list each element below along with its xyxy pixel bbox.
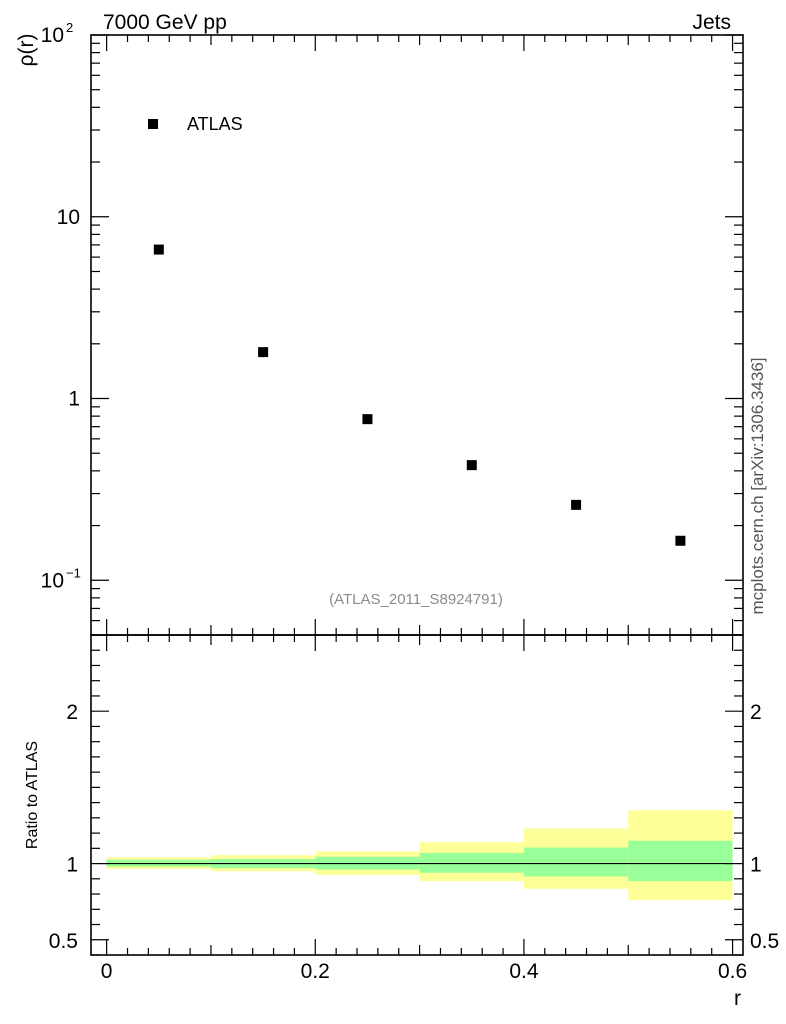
ratio-y-tick-label-right-0: 0.5 <box>750 930 779 953</box>
analysis-label: (ATLAS_2011_S8924791) <box>329 591 503 608</box>
x-axis-label: r <box>734 987 741 1010</box>
legend-label-atlas: ATLAS <box>187 114 243 134</box>
ratio-y-axis-label: Ratio to ATLAS <box>24 741 41 849</box>
ratio-y-tick-label-left-1: 1 <box>66 854 78 877</box>
ratio-y-tick-label-right-1: 1 <box>750 854 762 877</box>
header-right-title: Jets <box>692 11 731 34</box>
ratio-band-inner-3 <box>419 852 524 873</box>
ratio-y-tick-label-right-2: 2 <box>750 701 762 724</box>
main-y-tick-label-2: 10 <box>57 206 80 229</box>
main-y-tick-label-3: 10 <box>41 24 64 47</box>
ratio-y-tick-label-left-0: 0.5 <box>49 930 78 953</box>
x-tick-label-3: 0.6 <box>718 960 747 983</box>
axis-ticks <box>91 34 743 956</box>
data-point-3 <box>466 460 477 471</box>
ratio-bands <box>106 810 733 901</box>
data-point-2 <box>362 414 373 425</box>
data-point-1 <box>258 347 269 358</box>
x-tick-label-2: 0.4 <box>509 960 539 983</box>
ratio-y-tick-label-left-2: 2 <box>66 701 78 724</box>
data-point-5 <box>675 535 686 546</box>
main-y-tick-label-0: 10 <box>41 569 64 592</box>
x-tick-label-0: 0 <box>101 960 113 983</box>
main-y-axis-label: ρ(r) <box>15 34 38 67</box>
ratio-band-inner-4 <box>523 847 629 877</box>
x-tick-label-1: 0.2 <box>301 960 330 983</box>
legend-marker-atlas <box>148 119 158 129</box>
main-y-tick-label-1: 1 <box>68 388 80 411</box>
data-point-0 <box>153 244 164 255</box>
main-data-points <box>153 244 686 546</box>
data-point-4 <box>571 499 582 510</box>
side-label: mcplots.cern.ch [arXiv:1306.3436] <box>748 357 767 614</box>
header-left-title: 7000 GeV pp <box>103 11 227 34</box>
main-y-tick-exponent-0: −1 <box>66 565 81 580</box>
main-y-tick-exponent-3: 2 <box>66 20 73 35</box>
ratio-panel-frame <box>90 634 744 956</box>
ratio-band-inner-5 <box>628 840 733 882</box>
